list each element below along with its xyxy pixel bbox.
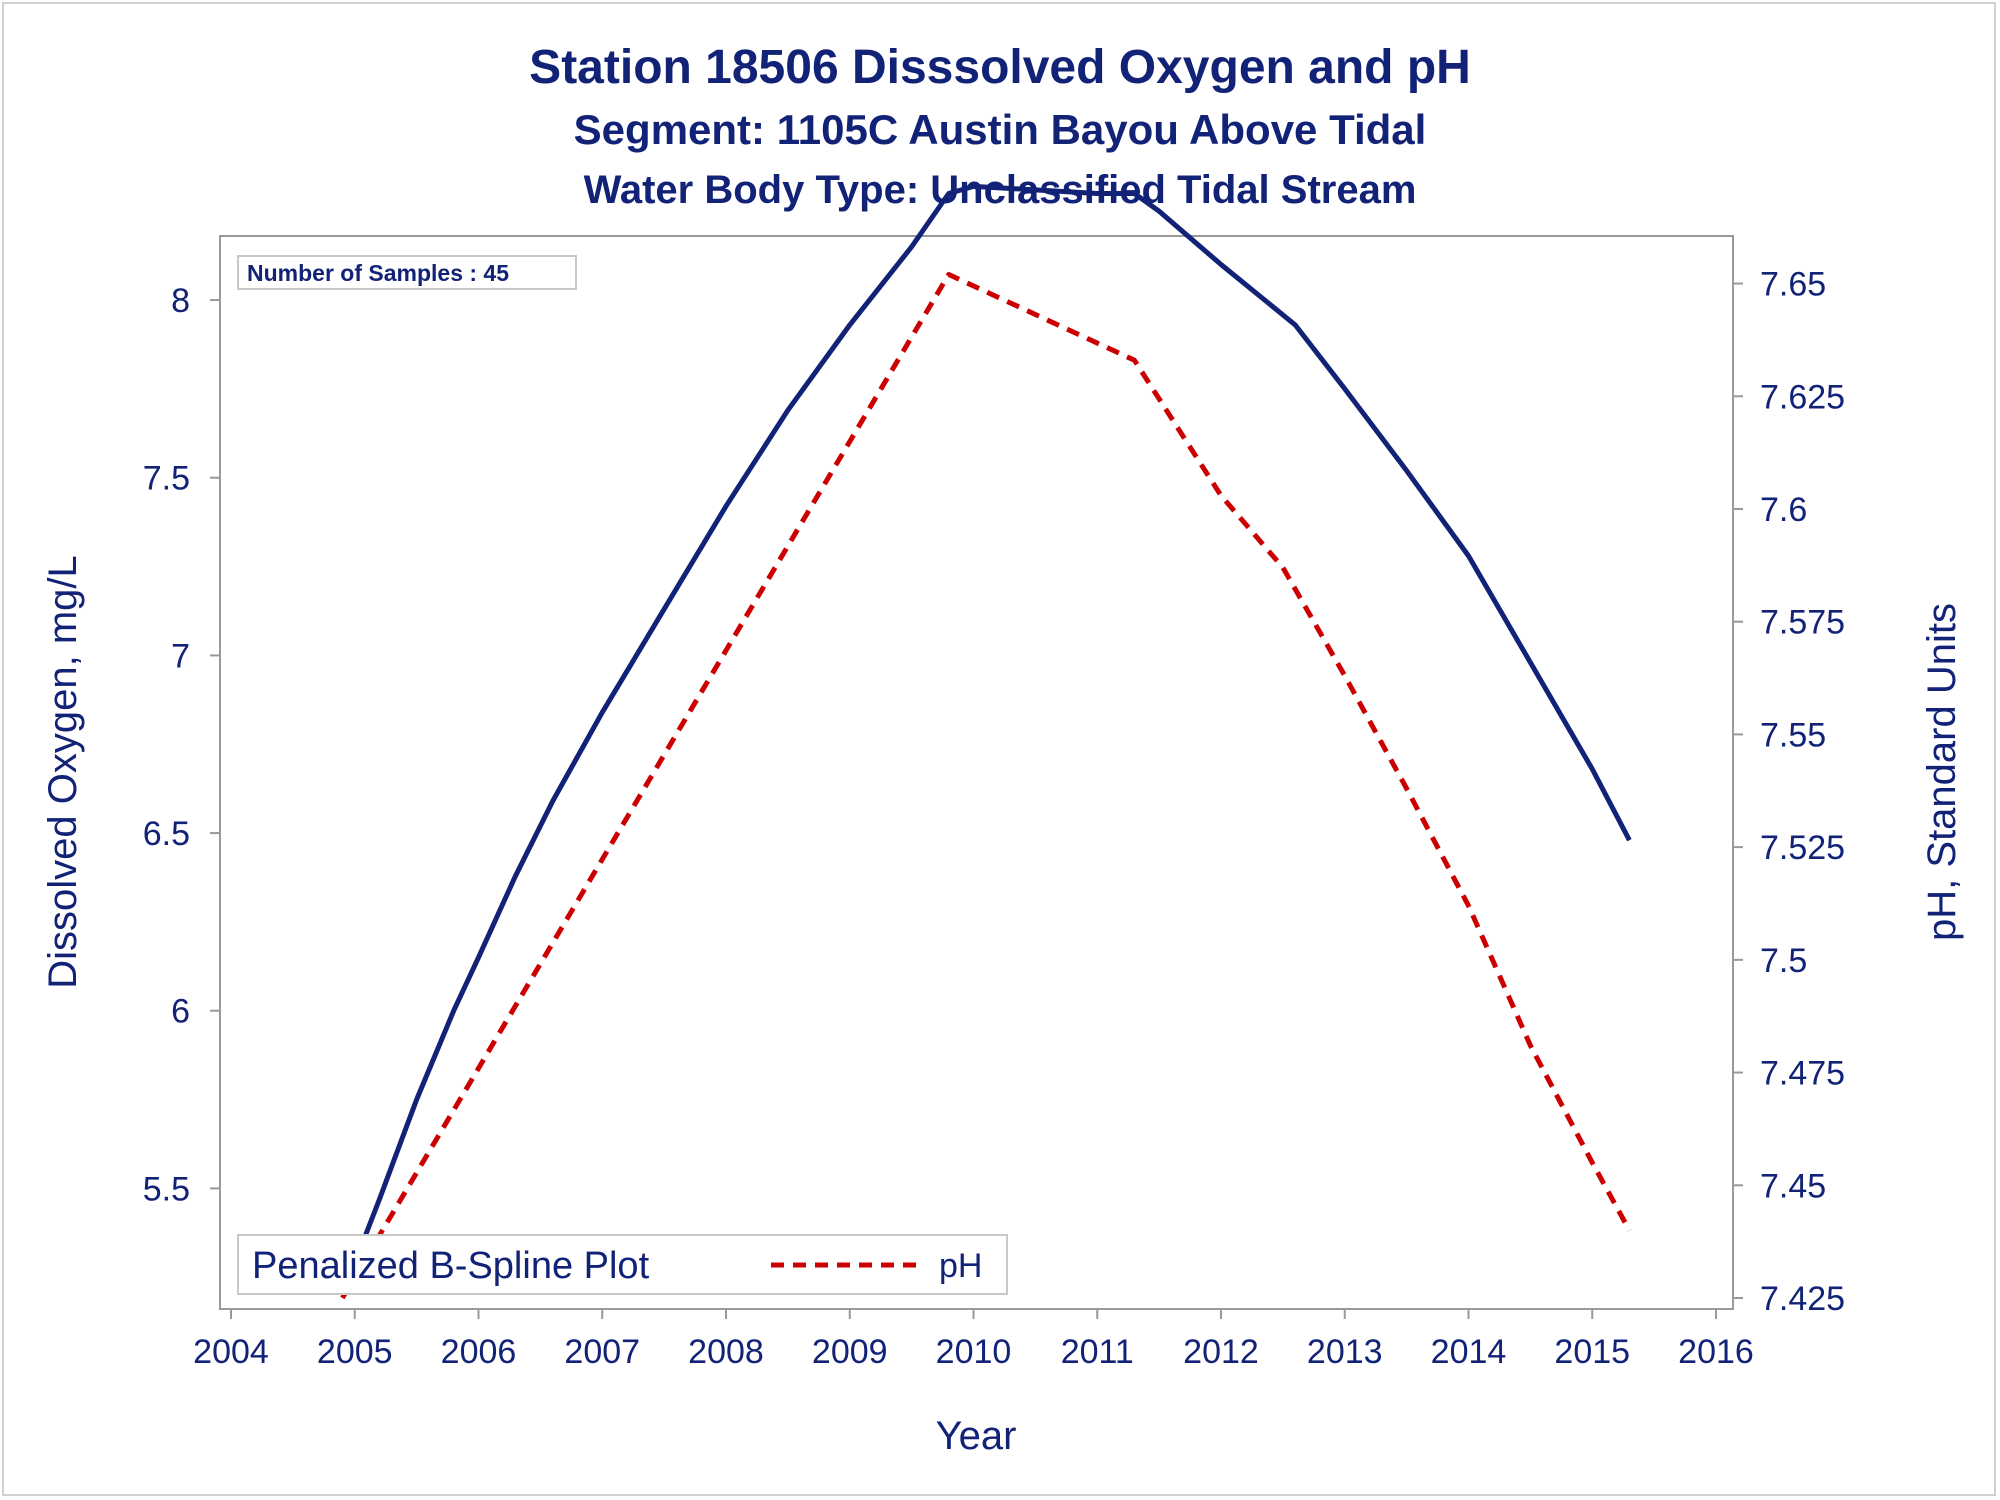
x-tick-label: 2013: [1307, 1333, 1383, 1371]
x-tick-label: 2007: [564, 1333, 640, 1371]
y2-tick-label: 7.575: [1760, 604, 1845, 642]
x-tick-label: 2006: [441, 1333, 517, 1371]
legend-box: [237, 1234, 1008, 1295]
series-layer: [340, 183, 1632, 1300]
y-axis-right: 7.425 7.45 7.475 7.5 7.525 7.55 7.575 7.6 7.625 7…: [1733, 266, 1845, 1318]
x-tick-label: 2012: [1183, 1333, 1259, 1371]
y2-tick-label: 7.65: [1760, 266, 1826, 304]
y2-tick-label: 7.425: [1760, 1280, 1845, 1318]
y-tick-label: 7.5: [143, 460, 190, 498]
dissolved-oxygen-series-line: [340, 183, 1632, 1296]
y-tick-label: 7: [171, 637, 190, 675]
sample-count-label: Number of Samples : 45: [247, 260, 509, 286]
x-tick-label: 2016: [1678, 1333, 1754, 1371]
y2-tick-label: 7.45: [1760, 1167, 1826, 1205]
chart-title: Station 18506 Disssolved Oxygen and pH: [529, 41, 1471, 94]
y2-tick-label: 7.5: [1760, 942, 1807, 980]
x-tick-label: 2011: [1061, 1333, 1134, 1371]
x-tick-label: 2008: [688, 1333, 764, 1371]
plot-area: [219, 235, 1734, 1310]
y-tick-label: 6.5: [143, 815, 190, 853]
y2-tick-label: 7.525: [1760, 829, 1845, 867]
x-tick-label: 2015: [1554, 1333, 1630, 1371]
y2-tick-label: 7.625: [1760, 378, 1845, 416]
y2-axis-label: pH, Standard Units: [1920, 603, 1964, 941]
legend-ph-label: pH: [939, 1247, 982, 1285]
x-axis: 2004 2005 2006 2007 2008 2009 2010 2011 2012 2013…: [193, 1309, 1754, 1371]
y-tick-label: 6: [171, 993, 190, 1031]
x-tick-label: 2004: [193, 1333, 269, 1371]
chart-subtitle: Segment: 1105C Austin Bayou Above Tidal: [573, 106, 1427, 153]
y2-tick-label: 7.55: [1760, 716, 1826, 754]
x-tick-label: 2014: [1431, 1333, 1507, 1371]
y-axis-label: Dissolved Oxygen, mg/L: [41, 555, 85, 989]
ph-series-line: [340, 272, 1632, 1300]
x-tick-label: 2005: [317, 1333, 393, 1371]
y-axis-left: 5.5 6 6.5 7 7.5 8: [143, 282, 220, 1208]
x-tick-label: 2009: [812, 1333, 888, 1371]
x-axis-label: Year: [936, 1414, 1017, 1458]
x-tick-label: 2010: [936, 1333, 1012, 1371]
sample-count-box: [237, 255, 577, 290]
y-tick-label: 8: [171, 282, 190, 320]
y-tick-label: 5.5: [143, 1170, 190, 1208]
y2-tick-label: 7.6: [1760, 491, 1807, 529]
y2-tick-label: 7.475: [1760, 1055, 1845, 1093]
legend-title: Penalized B-Spline Plot: [252, 1245, 650, 1287]
